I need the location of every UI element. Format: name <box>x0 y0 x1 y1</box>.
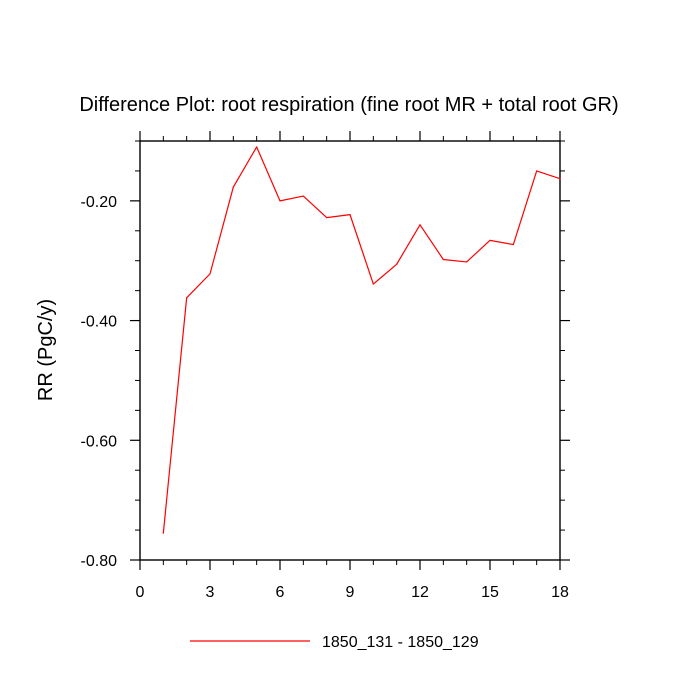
y-ticks-group: -0.80 -0.60 -0.40 -0.20 <box>81 140 570 570</box>
x-tick-label: 12 <box>411 584 429 601</box>
y-axis-label: RR (PgC/y) <box>35 299 57 401</box>
series-point <box>256 146 258 148</box>
series-point <box>419 224 421 226</box>
x-tick-label: 3 <box>206 584 215 601</box>
plot-frame-group <box>139 140 561 561</box>
series-line <box>162 146 561 534</box>
series-point <box>489 239 491 241</box>
x-tick-label: 6 <box>276 584 285 601</box>
series-point <box>372 283 374 285</box>
series-point <box>209 273 211 275</box>
series-point <box>186 297 188 299</box>
y-tick-label: -0.80 <box>81 553 118 570</box>
y-tick-label: -0.40 <box>81 314 118 331</box>
series-point <box>466 261 468 263</box>
y-tick-label: -0.60 <box>81 433 118 450</box>
series-point <box>536 170 538 172</box>
series-point <box>349 214 351 216</box>
x-ticks-group: 0 3 6 9 12 15 18 <box>136 131 569 601</box>
x-tick-label: 18 <box>551 584 569 601</box>
series-point <box>442 258 444 261</box>
legend-label: 1850_131 - 1850_129 <box>322 634 479 651</box>
series-point <box>326 217 328 219</box>
x-tick-label: 0 <box>136 584 145 601</box>
y-tick-label: -0.20 <box>81 194 118 211</box>
x-tick-label: 15 <box>481 584 499 601</box>
legend-group: 1850_131 - 1850_129 <box>190 634 479 651</box>
series-point <box>302 195 304 197</box>
series-point <box>396 263 398 265</box>
plot-frame <box>139 140 561 561</box>
series-point <box>512 243 514 246</box>
series-point <box>162 532 164 534</box>
chart-title: Difference Plot: root respiration (fine … <box>79 94 618 116</box>
series-point <box>559 178 561 180</box>
series-group <box>162 146 561 534</box>
series-point <box>232 186 234 188</box>
x-tick-label: 9 <box>346 584 355 601</box>
y-axis-label-group: RR (PgC/y) <box>35 299 57 401</box>
series-point <box>279 200 281 202</box>
